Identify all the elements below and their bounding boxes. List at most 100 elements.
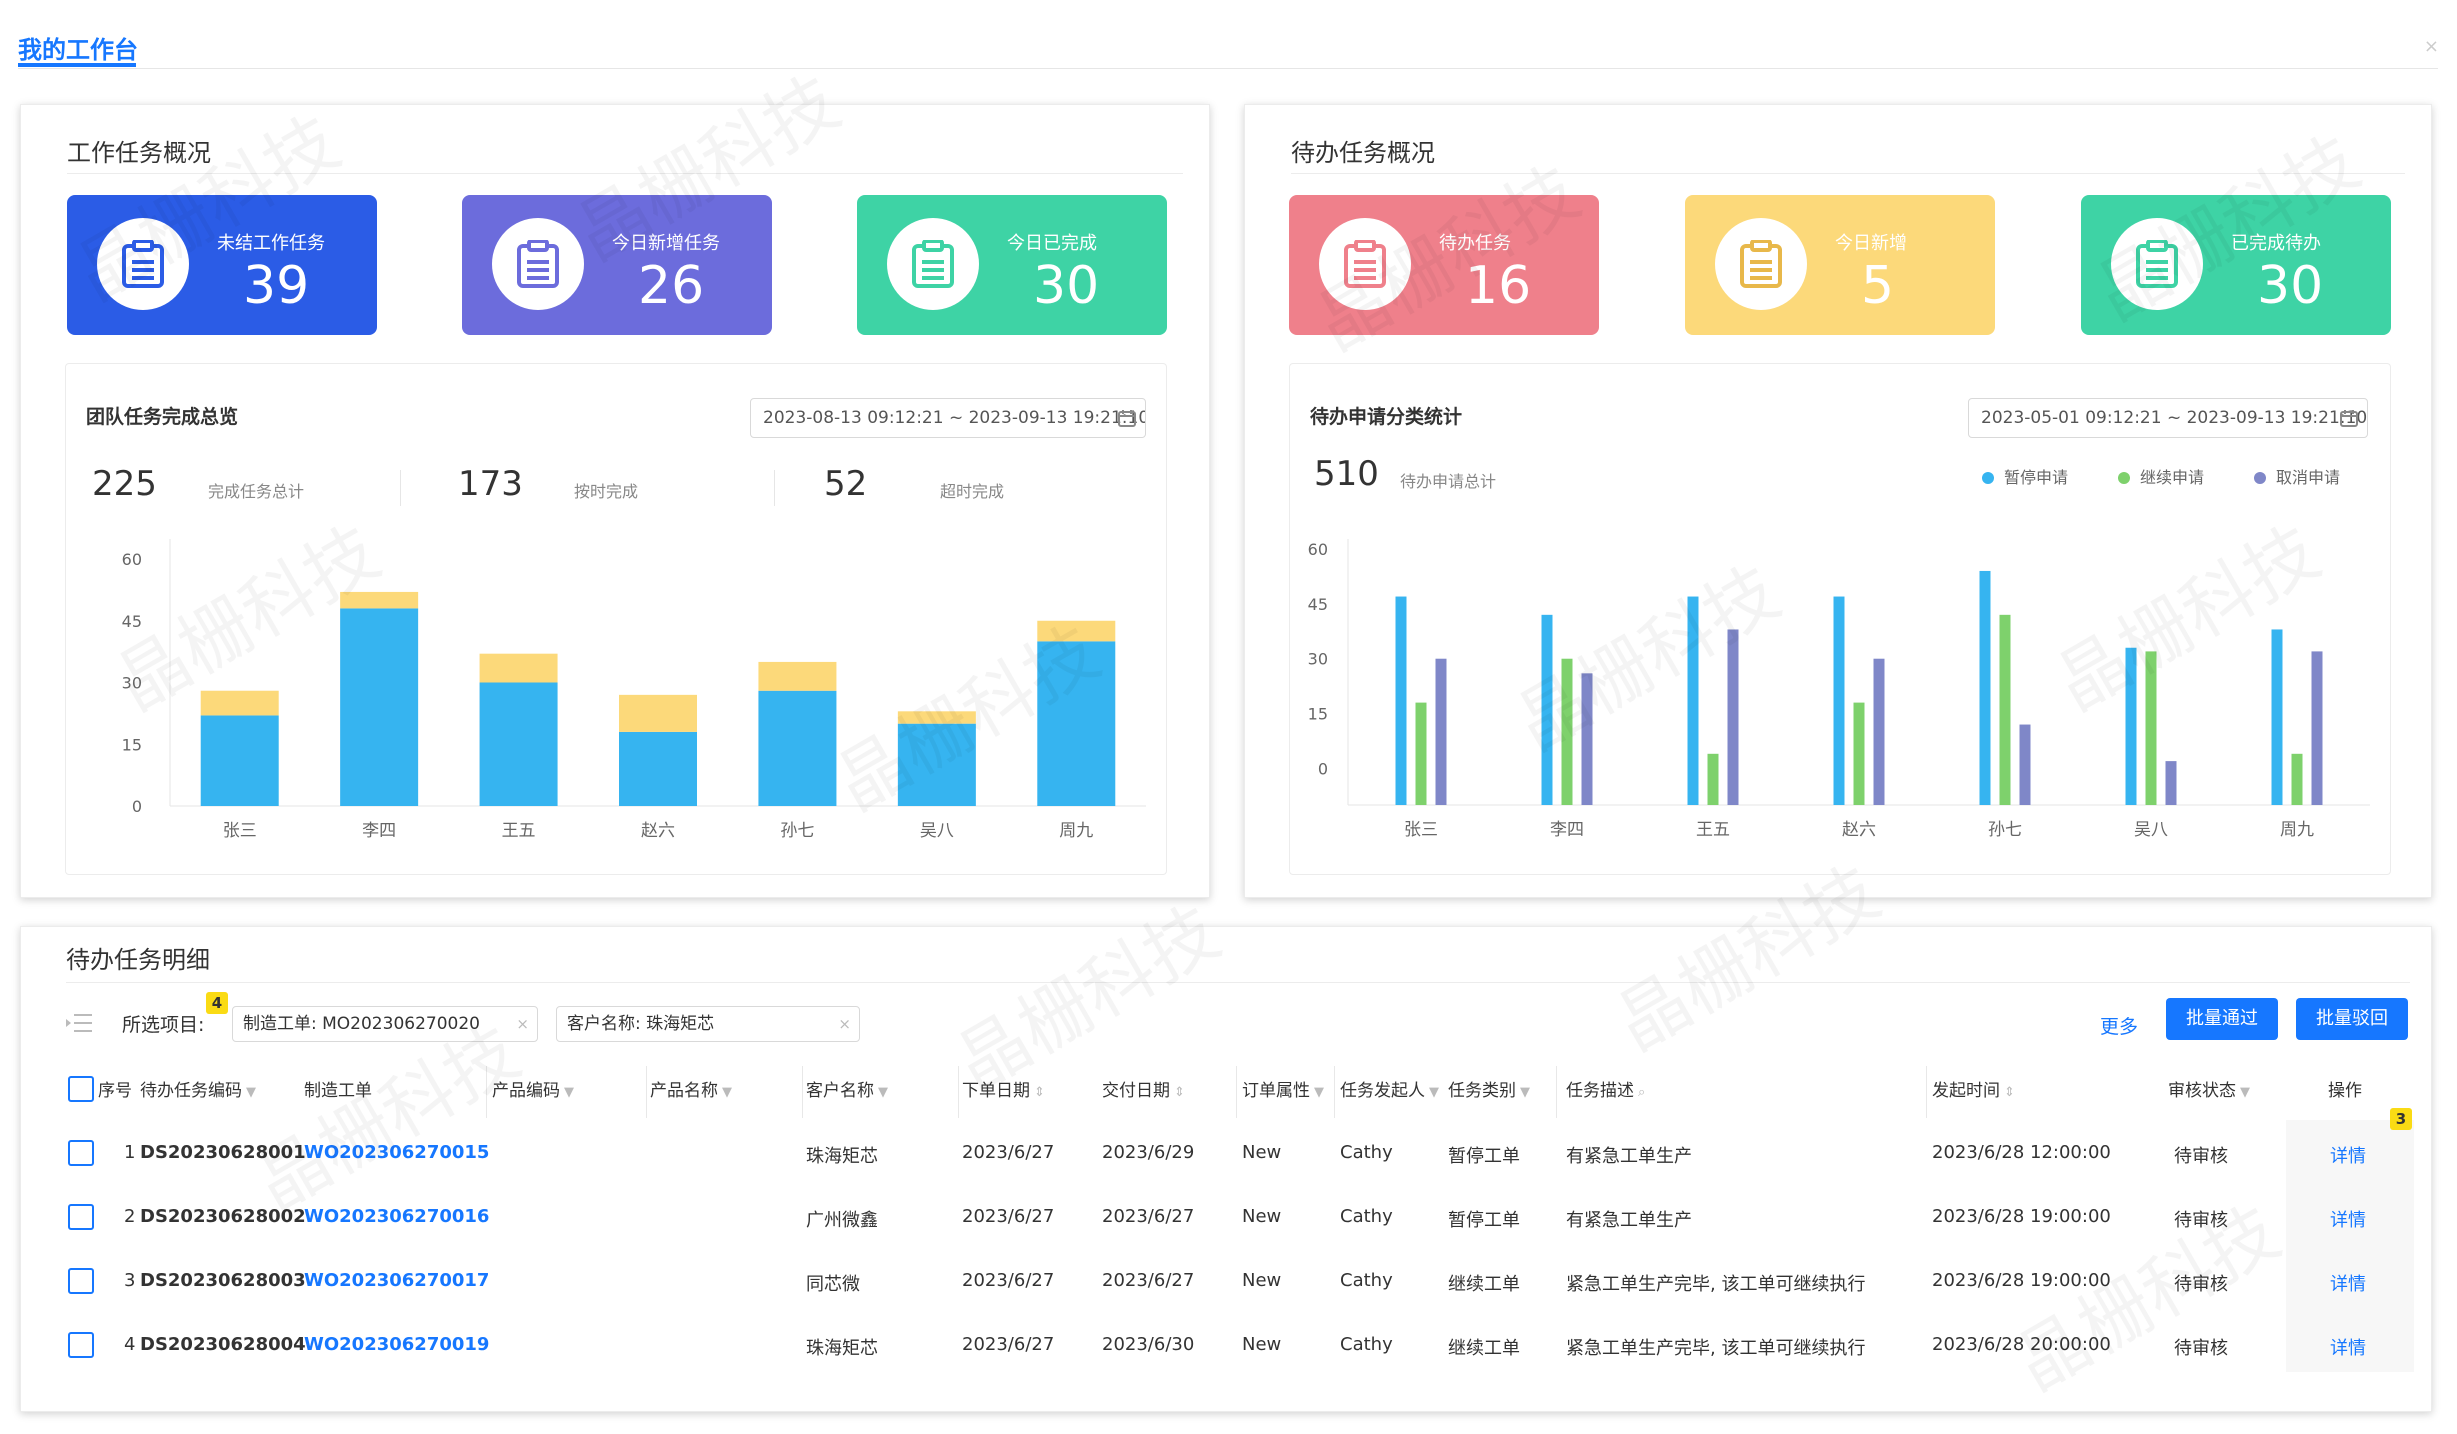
column-header-product-name[interactable]: 产品名称 ▼ <box>650 1076 732 1101</box>
y-tick-label: 60 <box>1308 540 1328 559</box>
detail-link[interactable]: 详情 <box>2330 1210 2366 1231</box>
cell-description: 有紧急工单生产 <box>1566 1210 1692 1231</box>
bar-1 <box>1707 753 1719 805</box>
stat-card-new-today[interactable]: 今日新增 5 <box>1685 195 1995 335</box>
close-icon[interactable]: × <box>838 1015 851 1033</box>
bar-1 <box>1561 658 1573 805</box>
filter-icon[interactable]: ▼ <box>1429 1085 1439 1100</box>
column-separator <box>1556 1066 1557 1118</box>
detail-link[interactable]: 详情 <box>2330 1274 2366 1295</box>
selected-count-badge: 4 <box>206 992 228 1014</box>
detail-link[interactable]: 详情 <box>2330 1146 2366 1167</box>
column-header-task-code[interactable]: 待办任务编码 ▼ <box>140 1076 256 1101</box>
filter-icon[interactable]: ▼ <box>2240 1085 2250 1100</box>
cell-category: 继续工单 <box>1448 1274 1520 1295</box>
pending-detail-panel <box>20 926 2432 1412</box>
bar-1 <box>1415 702 1427 805</box>
legend-item-pause[interactable]: 暂停申请 <box>1982 464 2068 488</box>
cell-index: 3 <box>124 1270 136 1291</box>
column-header-product-code[interactable]: 产品编码 ▼ <box>492 1076 574 1101</box>
search-icon[interactable]: ⌕ <box>1638 1085 1646 1100</box>
divider <box>67 173 1183 174</box>
filter-icon[interactable]: ▼ <box>878 1085 888 1100</box>
sort-icon[interactable]: ⇕ <box>1174 1085 1185 1100</box>
stat-card-completed-today[interactable]: 今日已完成 30 <box>857 195 1167 335</box>
panel-title: 待办任务明细 <box>66 946 210 974</box>
column-header-status[interactable]: 审核状态 ▼ <box>2168 1076 2250 1101</box>
row-checkbox[interactable] <box>68 1332 94 1358</box>
tab-workbench[interactable]: 我的工作台 <box>18 36 138 64</box>
cell-work-order-link[interactable]: WO202306270019 <box>304 1334 490 1355</box>
stat-card-completed-pending[interactable]: 已完成待办 30 <box>2081 195 2391 335</box>
sort-icon[interactable]: ⇕ <box>2004 1085 2015 1100</box>
bar-0 <box>1833 596 1845 805</box>
work-overview-panel: 工作任务概况 未结工作任务 39 今日新增任务 26 今日已完成 30 团队任务… <box>20 104 1210 898</box>
cell-customer: 珠海矩芯 <box>806 1146 878 1167</box>
close-icon[interactable]: × <box>2423 36 2439 57</box>
row-checkbox[interactable] <box>68 1268 94 1294</box>
stat-card-new-tasks[interactable]: 今日新增任务 26 <box>462 195 772 335</box>
column-header-category[interactable]: 任务类别 ▼ <box>1448 1076 1530 1101</box>
legend-item-cancel[interactable]: 取消申请 <box>2254 464 2340 488</box>
bar-segment-1 <box>200 690 279 716</box>
bar-2 <box>1435 658 1447 805</box>
bar-1 <box>1999 614 2011 805</box>
filter-tag-order[interactable]: 制造工单: MO202306270020 × <box>232 1006 538 1042</box>
bar-segment-1 <box>619 694 697 732</box>
filter-tag-label: 客户名称: 珠海矩芯 <box>567 1014 715 1034</box>
bar-0 <box>1395 596 1407 805</box>
date-range-picker[interactable]: 2023-05-01 09:12:21 ~ 2023-09-13 19:21:1… <box>1968 398 2368 438</box>
x-tick-label: 孙七 <box>1988 820 2022 840</box>
cell-description: 紧急工单生产完毕, 该工单可继续执行 <box>1566 1338 1866 1359</box>
more-link[interactable]: 更多 <box>2100 1016 2139 1038</box>
sort-icon[interactable]: ⇕ <box>1034 1085 1045 1100</box>
cell-initiator: Cathy <box>1340 1334 1393 1355</box>
x-tick-label: 李四 <box>362 821 396 841</box>
y-tick-label: 0 <box>1318 759 1328 778</box>
batch-approve-button[interactable]: 批量通过 <box>2166 998 2278 1040</box>
bar-0 <box>2125 647 2137 805</box>
x-tick-label: 吴八 <box>920 821 954 841</box>
action-count-badge: 3 <box>2390 1108 2412 1130</box>
column-header-start-time[interactable]: 发起时间 ⇕ <box>1932 1076 2015 1101</box>
clipboard-icon <box>1715 218 1807 310</box>
y-tick-label: 15 <box>122 735 142 754</box>
stat-card-pending-tasks[interactable]: 待办任务 16 <box>1289 195 1599 335</box>
filter-tag-customer[interactable]: 客户名称: 珠海矩芯 × <box>556 1006 860 1042</box>
column-header-label: 审核状态 <box>2168 1081 2236 1101</box>
pending-total-label: 待办申请总计 <box>1400 472 1497 491</box>
column-header-customer[interactable]: 客户名称 ▼ <box>806 1076 888 1101</box>
collapse-menu-icon[interactable] <box>66 1012 92 1034</box>
legend-item-continue[interactable]: 继续申请 <box>2118 464 2204 488</box>
filter-icon[interactable]: ▼ <box>1314 1085 1324 1100</box>
filter-icon[interactable]: ▼ <box>246 1085 256 1100</box>
cell-delivery-date: 2023/6/29 <box>1102 1142 1195 1163</box>
cell-delivery-date: 2023/6/30 <box>1102 1334 1195 1355</box>
column-header-description[interactable]: 任务描述 ⌕ <box>1566 1076 1645 1101</box>
filter-icon[interactable]: ▼ <box>1520 1085 1530 1100</box>
filter-icon[interactable]: ▼ <box>564 1085 574 1100</box>
calendar-icon <box>1118 410 1136 427</box>
filter-icon[interactable]: ▼ <box>722 1085 732 1100</box>
bar-2 <box>1873 658 1885 805</box>
legend-label: 暂停申请 <box>2004 468 2069 487</box>
stat-value: 30 <box>2257 256 2324 316</box>
batch-reject-button[interactable]: 批量驳回 <box>2296 998 2408 1040</box>
column-header-delivery-date[interactable]: 交付日期 ⇕ <box>1102 1076 1185 1101</box>
detail-link[interactable]: 详情 <box>2330 1338 2366 1359</box>
row-checkbox[interactable] <box>68 1140 94 1166</box>
stat-card-open-tasks[interactable]: 未结工作任务 39 <box>67 195 377 335</box>
column-header-order-attr[interactable]: 订单属性 ▼ <box>1242 1076 1324 1101</box>
date-range-picker[interactable]: 2023-08-13 09:12:21 ~ 2023-09-13 19:21:1… <box>750 398 1146 438</box>
select-all-checkbox[interactable] <box>68 1076 94 1102</box>
cell-work-order-link[interactable]: WO202306270016 <box>304 1206 490 1227</box>
x-tick-label: 王五 <box>1696 820 1730 840</box>
close-icon[interactable]: × <box>516 1015 529 1033</box>
cell-order-attr: New <box>1242 1334 1282 1355</box>
column-header-order-date[interactable]: 下单日期 ⇕ <box>962 1076 1045 1101</box>
cell-work-order-link[interactable]: WO202306270015 <box>304 1142 490 1163</box>
row-checkbox[interactable] <box>68 1204 94 1230</box>
column-header-initiator[interactable]: 任务发起人 ▼ <box>1340 1076 1439 1101</box>
date-range-value: 2023-08-13 09:12:21 ~ 2023-09-13 19:21:1… <box>763 408 1146 428</box>
cell-work-order-link[interactable]: WO202306270017 <box>304 1270 490 1291</box>
